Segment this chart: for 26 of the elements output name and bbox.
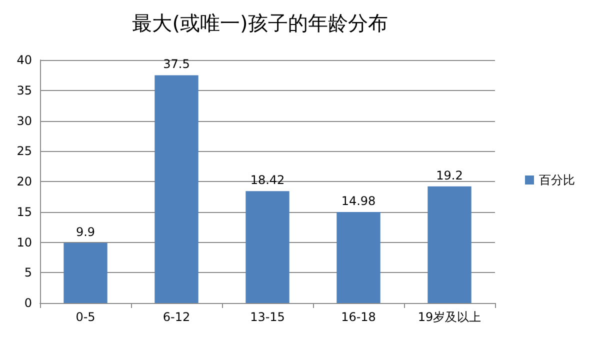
y-tick-label: 35 [16,83,32,98]
data-label: 14.98 [341,194,376,208]
bar [64,242,108,303]
y-tick-label: 5 [24,266,32,280]
bar [428,186,472,303]
x-tick-label: 16-18 [341,310,376,324]
data-label: 19.2 [436,168,463,182]
chart-title: 最大(或唯一)孩子的年龄分布 [132,11,388,35]
data-label: 37.5 [163,57,190,72]
y-tick-label: 0 [24,296,32,310]
y-tick-label: 40 [16,53,32,67]
x-tick-label: 13-15 [250,310,285,324]
bar [246,191,290,303]
y-tick-label: 10 [16,235,32,250]
x-tick-label: 6-12 [162,310,190,324]
y-tick-label: 30 [16,114,32,128]
x-tick-label: 19岁及以上 [418,310,482,324]
x-tick-label: 0-5 [76,310,96,324]
y-tick-label: 20 [16,174,32,188]
bar [154,75,198,303]
y-tick-label: 15 [16,204,32,219]
y-tick-label: 25 [16,144,32,158]
data-label: 18.42 [250,173,285,188]
legend-label: 百分比 [539,173,575,187]
data-label: 9.9 [76,224,96,239]
bar [336,212,380,303]
